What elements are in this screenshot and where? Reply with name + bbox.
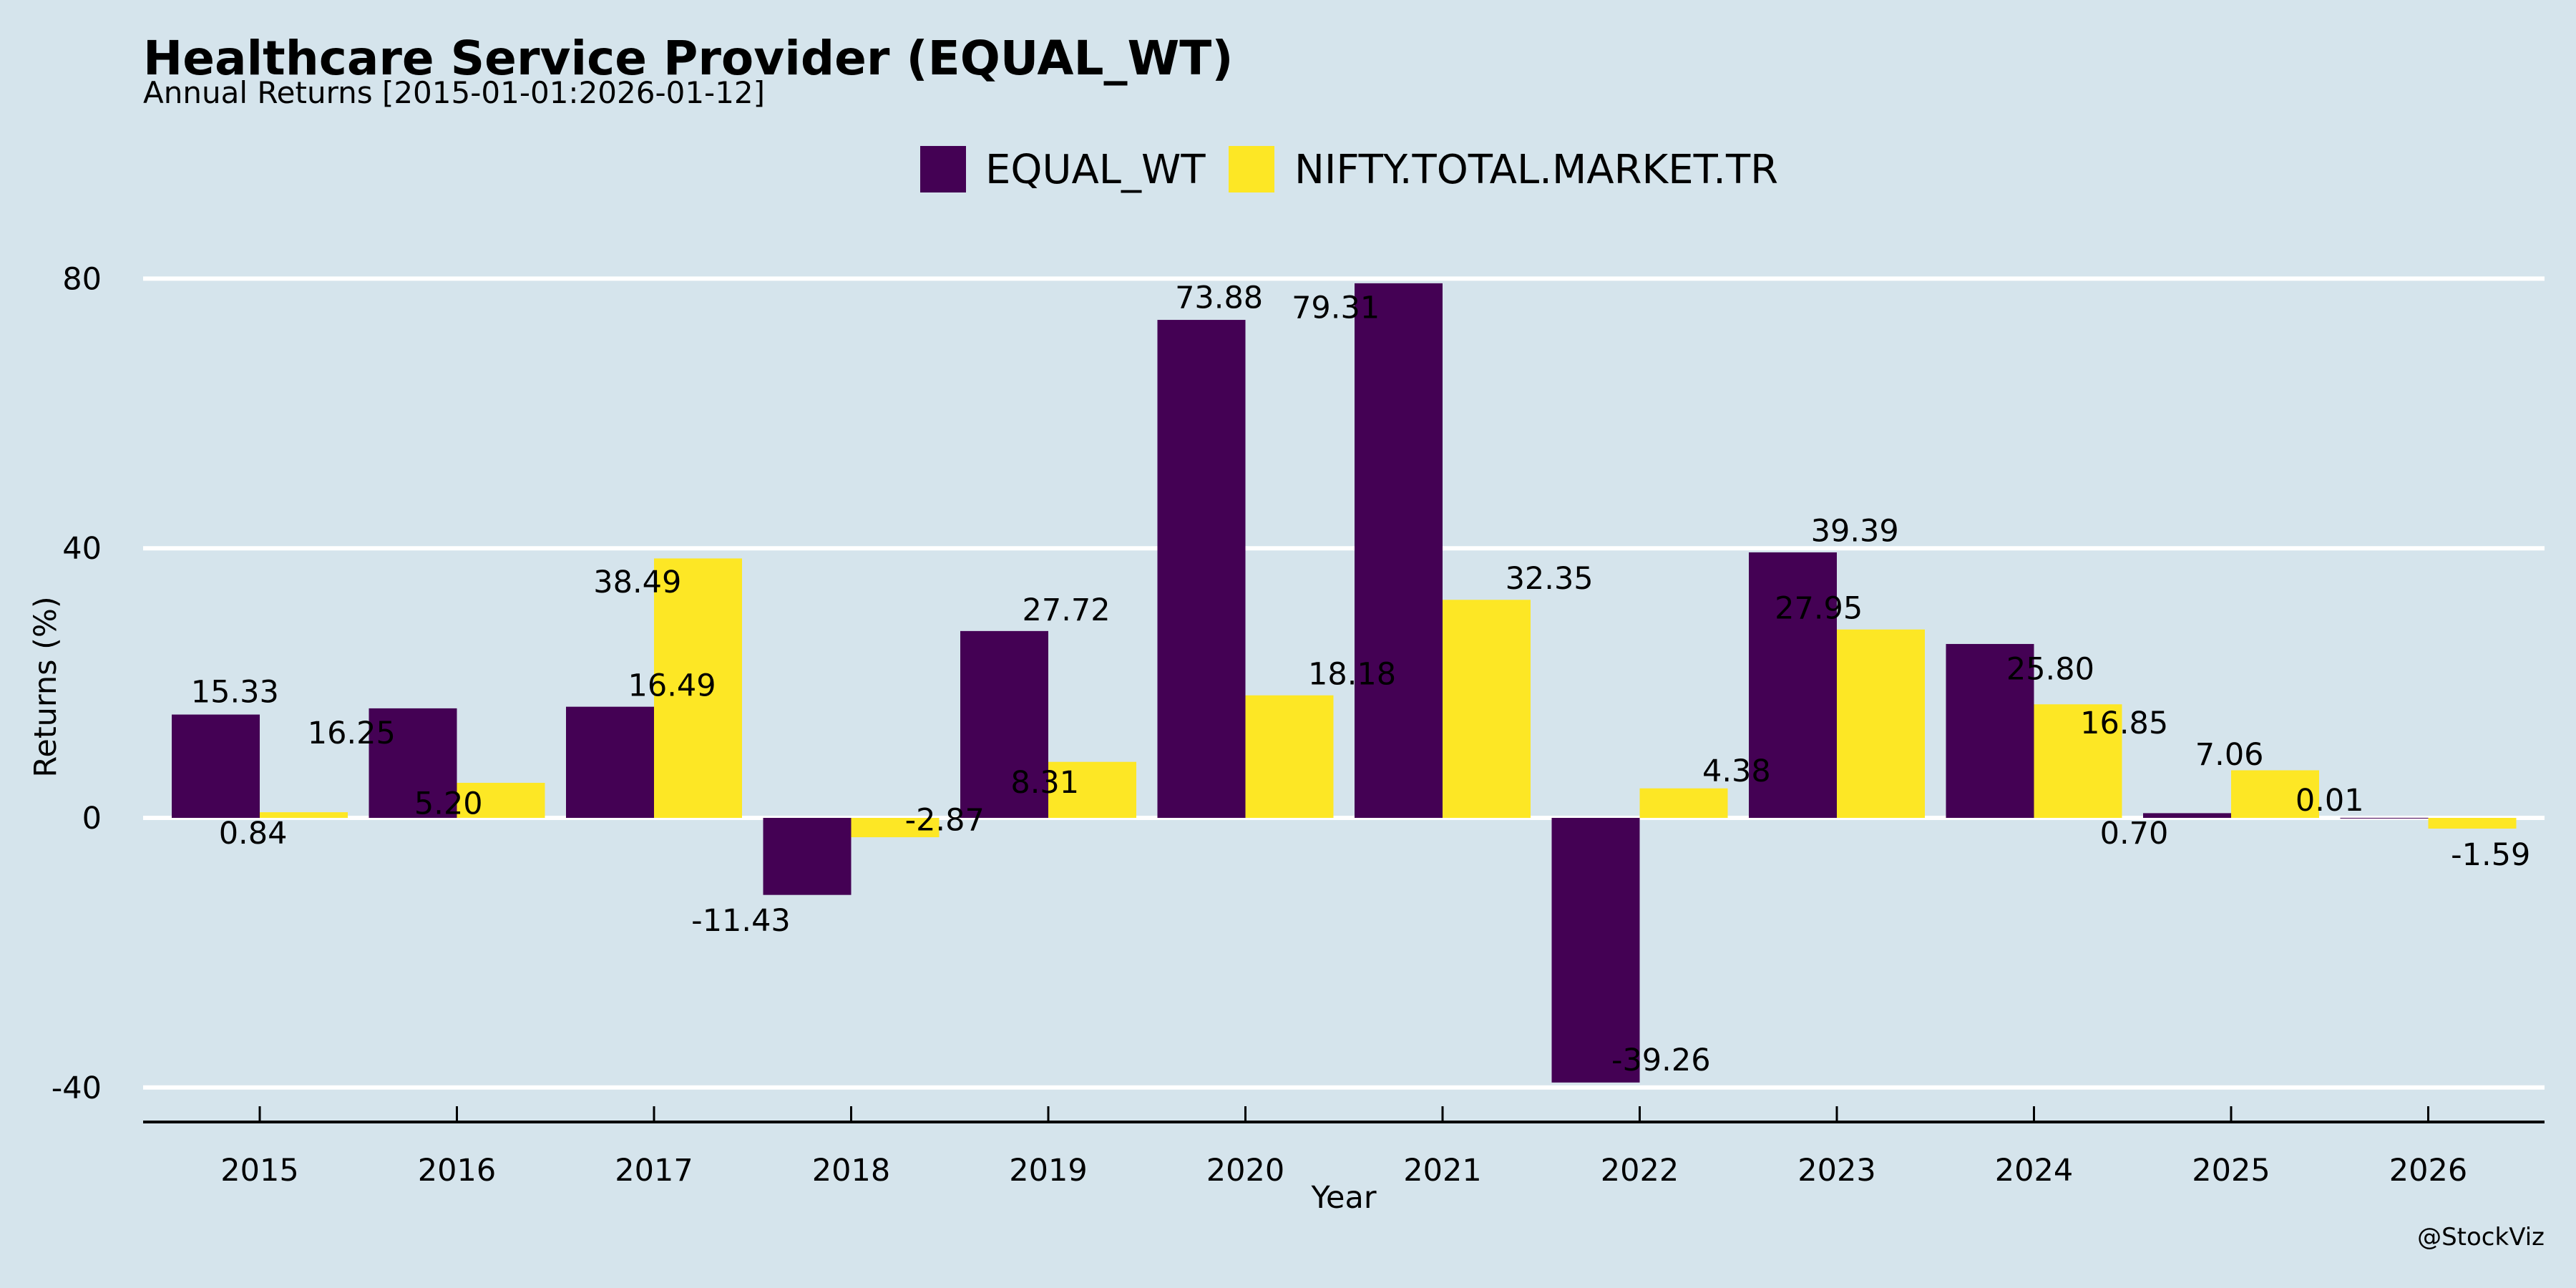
y-tick-label: 0 [82, 801, 102, 836]
bar-equal-wt-2015 [172, 714, 260, 818]
bar-nifty-2019 [1048, 761, 1136, 818]
credit-text: @StockViz [2417, 1223, 2545, 1252]
data-label-nifty-2018: -2.87 [905, 803, 985, 839]
bar-equal-wt-2022 [1551, 818, 1640, 1083]
x-tick-label: 2021 [1403, 1153, 1481, 1189]
bar-nifty-2015 [260, 812, 348, 818]
data-label-nifty-2022: 4.38 [1702, 753, 1771, 789]
data-label-nifty-2016: 5.20 [414, 786, 483, 822]
y-tick-label: -40 [52, 1070, 102, 1106]
data-labels: 15.33 16.25 16.49 -11.43 27.72 73.88 79.31 -39.… [191, 280, 2531, 1078]
bar-equal-wt-2025 [2143, 813, 2231, 818]
data-label-nifty-2015: 0.84 [219, 816, 288, 852]
data-label-equal-wt-2016: 16.25 [308, 716, 396, 751]
x-tick-label: 2017 [615, 1153, 693, 1189]
data-label-nifty-2026: -1.59 [2451, 837, 2530, 873]
chart-subtitle: Annual Returns [2015-01-01:2026-01-12] [143, 75, 765, 110]
data-label-equal-wt-2019: 27.72 [1023, 592, 1111, 628]
x-axis-ticks: 2015 2016 2017 2018 2019 2020 2021 2022 2023 2024… [220, 1106, 2467, 1189]
data-label-equal-wt-2025: 0.70 [2100, 816, 2169, 852]
x-tick-label: 2022 [1601, 1153, 1679, 1189]
x-tick-label: 2018 [812, 1153, 890, 1189]
bar-nifty-2021 [1443, 600, 1531, 818]
x-tick-label: 2025 [2192, 1153, 2270, 1189]
x-tick-label: 2016 [418, 1153, 496, 1189]
x-tick-label: 2015 [220, 1153, 298, 1189]
x-tick-label: 2024 [1995, 1153, 2073, 1189]
bar-equal-wt-2019 [960, 630, 1048, 818]
data-label-nifty-2017: 38.49 [593, 565, 681, 600]
data-label-equal-wt-2020: 73.88 [1175, 280, 1263, 316]
legend-swatch-nifty [1229, 146, 1274, 192]
x-tick-label: 2020 [1206, 1153, 1284, 1189]
legend-label-equal-wt: EQUAL_WT [985, 147, 1206, 193]
bar-nifty-2025 [2231, 770, 2319, 818]
data-label-equal-wt-2022: -39.26 [1611, 1043, 1711, 1078]
data-label-nifty-2025: 7.06 [2195, 737, 2264, 773]
y-axis-label: Returns (%) [28, 596, 64, 777]
chart-title: Healthcare Service Provider (EQUAL_WT) [143, 31, 1233, 86]
data-label-nifty-2024: 16.85 [2080, 706, 2168, 741]
bar-equal-wt-2021 [1355, 283, 1443, 819]
y-tick-label: 80 [62, 261, 102, 297]
data-label-equal-wt-2023: 39.39 [1811, 514, 1899, 550]
bar-equal-wt-2020 [1157, 320, 1246, 818]
bar-equal-wt-2018 [763, 818, 852, 895]
y-axis-ticks: -40 0 40 80 [52, 261, 102, 1106]
y-tick-label: 40 [62, 531, 102, 567]
x-axis-label: Year [1310, 1180, 1376, 1216]
legend: EQUAL_WT NIFTY.TOTAL.MARKET.TR [920, 146, 1778, 193]
bar-nifty-2017 [654, 558, 742, 818]
data-label-equal-wt-2021: 79.31 [1292, 290, 1380, 326]
data-label-nifty-2020: 18.18 [1308, 656, 1396, 692]
bar-equal-wt-2026 [2340, 817, 2429, 819]
bar-equal-wt-2016 [369, 708, 457, 818]
x-tick-label: 2019 [1009, 1153, 1087, 1189]
x-tick-label: 2026 [2389, 1153, 2467, 1189]
bar-nifty-2026 [2428, 818, 2517, 829]
legend-label-nifty: NIFTY.TOTAL.MARKET.TR [1294, 147, 1778, 193]
data-label-equal-wt-2024: 25.80 [2006, 651, 2094, 687]
bar-equal-wt-2024 [1946, 643, 2034, 818]
bars [172, 283, 2517, 1083]
x-tick-label: 2023 [1797, 1153, 1875, 1189]
data-label-equal-wt-2015: 15.33 [191, 675, 279, 711]
bar-nifty-2020 [1245, 695, 1334, 818]
bar-equal-wt-2017 [566, 706, 654, 818]
data-label-equal-wt-2017: 16.49 [628, 668, 716, 703]
bar-nifty-2016 [457, 783, 545, 818]
data-label-nifty-2023: 27.95 [1775, 591, 1863, 627]
bar-nifty-2024 [2034, 704, 2122, 818]
data-label-equal-wt-2018: -11.43 [691, 903, 791, 939]
legend-swatch-equal-wt [920, 146, 966, 192]
bar-nifty-2023 [1837, 629, 1925, 818]
data-label-nifty-2019: 8.31 [1010, 765, 1079, 801]
data-label-nifty-2021: 32.35 [1506, 561, 1594, 597]
bar-nifty-2018 [851, 818, 940, 838]
bar-nifty-2022 [1639, 788, 1728, 818]
data-label-equal-wt-2026: 0.01 [2296, 783, 2364, 819]
bar-equal-wt-2023 [1749, 552, 1837, 818]
